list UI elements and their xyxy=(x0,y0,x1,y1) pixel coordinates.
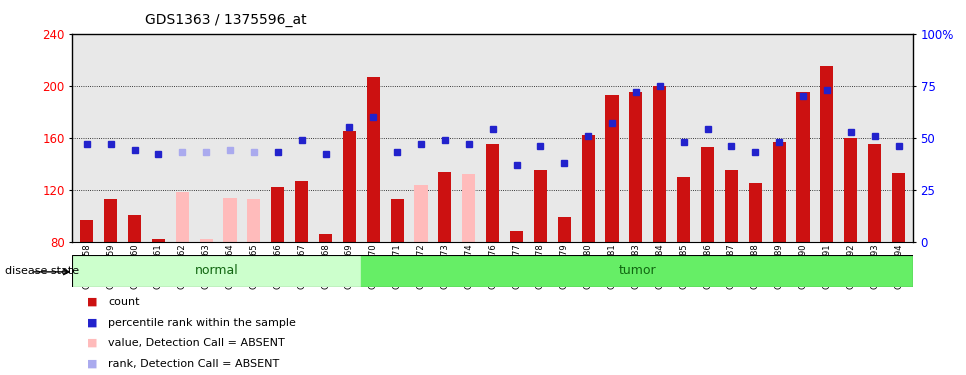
Bar xyxy=(223,198,237,242)
Bar xyxy=(343,131,356,242)
Bar xyxy=(247,199,261,242)
Bar xyxy=(390,199,404,242)
Bar xyxy=(152,239,165,242)
Bar xyxy=(486,144,499,242)
Bar xyxy=(319,234,332,242)
Bar xyxy=(629,92,642,242)
Bar xyxy=(128,214,141,242)
Bar xyxy=(295,181,308,242)
Text: value, Detection Call = ABSENT: value, Detection Call = ABSENT xyxy=(108,338,285,348)
Bar xyxy=(176,192,188,242)
Text: ■: ■ xyxy=(87,359,98,369)
Text: count: count xyxy=(108,297,140,307)
Text: disease state: disease state xyxy=(5,266,79,276)
Bar xyxy=(606,95,618,242)
Text: percentile rank within the sample: percentile rank within the sample xyxy=(108,318,296,327)
Bar xyxy=(534,170,547,242)
Bar xyxy=(367,76,380,242)
Bar xyxy=(724,170,738,242)
Text: ■: ■ xyxy=(87,338,98,348)
Text: ■: ■ xyxy=(87,297,98,307)
Bar xyxy=(582,135,595,242)
Bar xyxy=(104,199,117,242)
Bar xyxy=(510,231,524,242)
Bar xyxy=(653,86,667,242)
Bar xyxy=(749,183,762,242)
Bar xyxy=(80,220,94,242)
Bar xyxy=(271,187,284,242)
Bar xyxy=(820,66,834,242)
Bar xyxy=(72,255,361,287)
Bar xyxy=(868,144,881,242)
Bar xyxy=(361,255,913,287)
Text: tumor: tumor xyxy=(618,264,656,278)
Bar xyxy=(439,172,451,242)
Bar xyxy=(200,239,213,242)
Bar xyxy=(773,142,785,242)
Bar xyxy=(797,92,810,242)
Text: rank, Detection Call = ABSENT: rank, Detection Call = ABSENT xyxy=(108,359,279,369)
Bar xyxy=(414,184,428,242)
Text: GDS1363 / 1375596_at: GDS1363 / 1375596_at xyxy=(145,13,306,27)
Bar xyxy=(844,138,858,242)
Bar xyxy=(892,173,905,242)
Bar xyxy=(557,217,571,242)
Text: normal: normal xyxy=(195,264,239,278)
Text: ■: ■ xyxy=(87,318,98,327)
Bar xyxy=(462,174,475,242)
Bar xyxy=(677,177,691,242)
Bar xyxy=(701,147,714,242)
